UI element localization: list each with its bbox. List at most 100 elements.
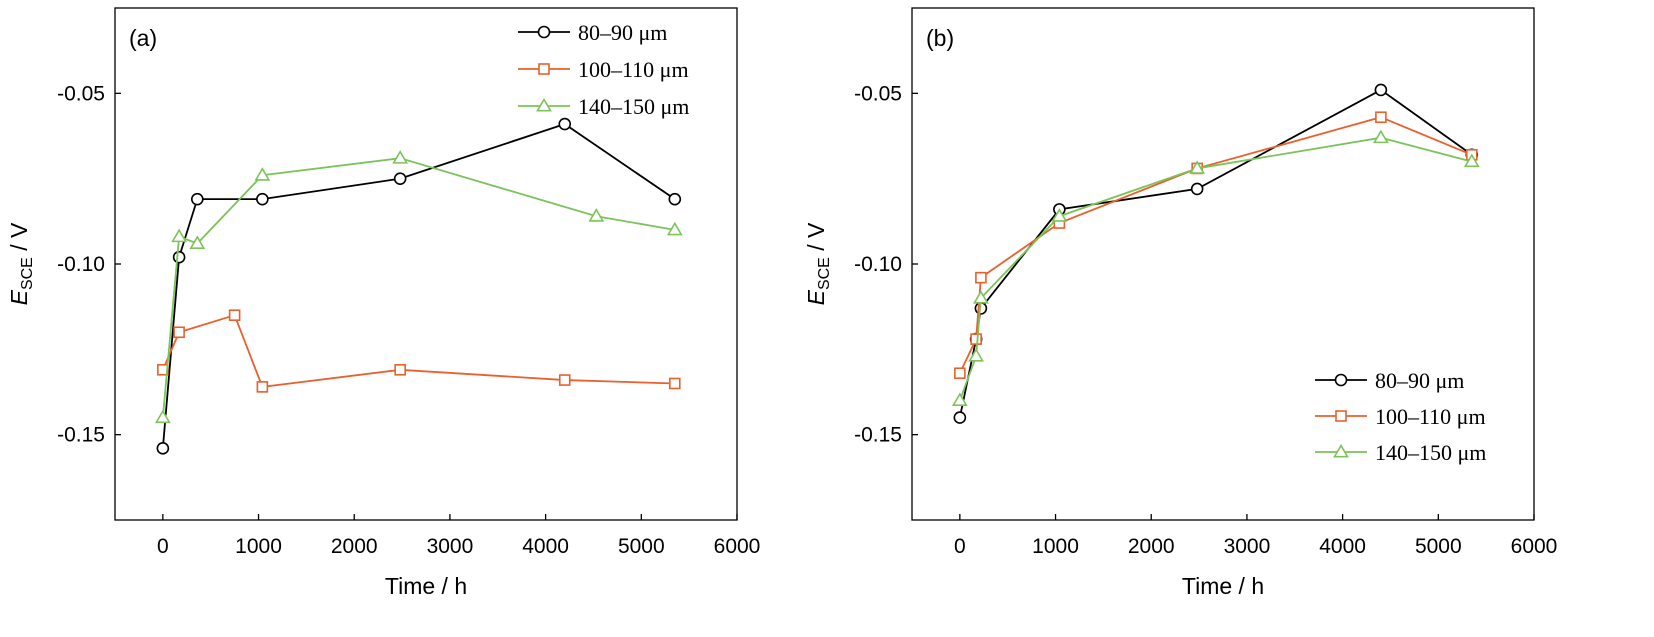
data-point — [1374, 83, 1388, 97]
legend-marker — [538, 63, 550, 75]
data-point — [1190, 182, 1204, 196]
x-tick-label: 3000 — [427, 535, 474, 558]
y-axis-label-sub: SCE — [19, 257, 36, 290]
legend-item: 80–90 μm — [518, 20, 667, 45]
data-point — [392, 150, 409, 164]
y-tick-label: -0.10 — [854, 253, 902, 276]
series-1 — [156, 117, 682, 455]
data-point — [256, 381, 269, 393]
series-3 — [951, 129, 1480, 407]
legend-label: 100–110 μm — [1375, 404, 1486, 429]
y-axis-label-main: E — [6, 289, 32, 305]
data-point — [1051, 208, 1068, 222]
series-line — [959, 116, 1473, 374]
x-tick-label: 4000 — [522, 535, 569, 558]
data-point — [558, 117, 572, 131]
data-point — [970, 333, 982, 345]
plot-frame — [114, 7, 738, 521]
y-tick-label: -0.15 — [57, 424, 105, 447]
data-point — [973, 290, 989, 304]
data-point — [588, 208, 605, 222]
series-line — [161, 157, 675, 418]
series-line — [959, 136, 1473, 401]
series-line — [162, 314, 675, 388]
data-point — [394, 364, 406, 376]
x-axis-label: Time / h — [1182, 573, 1264, 599]
legend-label: 140–150 μm — [578, 94, 689, 119]
x-tick-label: 2000 — [1128, 535, 1175, 558]
data-point — [975, 271, 987, 284]
x-tick-label: 6000 — [714, 535, 761, 558]
legend-label: 140–150 μm — [1375, 440, 1486, 465]
data-point — [666, 221, 683, 236]
data-point — [393, 172, 407, 185]
x-tick-label: 5000 — [618, 535, 665, 558]
data-point — [668, 192, 682, 206]
y-tick-label: -0.15 — [854, 424, 902, 447]
x-tick-label: 0 — [954, 535, 966, 558]
data-point — [228, 309, 241, 322]
data-point — [256, 192, 269, 206]
y-axis-label-unit: / V — [803, 222, 829, 257]
data-point — [1373, 129, 1389, 144]
data-point — [1189, 160, 1206, 174]
data-point — [558, 374, 571, 386]
legend-item: 100–110 μm — [1315, 404, 1486, 429]
legend: 80–90 μm 100–110 μm 140–150 μm — [1315, 368, 1486, 465]
x-tick-label: 3000 — [1224, 535, 1271, 558]
data-point — [954, 367, 966, 380]
legend: 80–90 μm 100–110 μm 140–150 μm — [518, 20, 689, 119]
x-tick-label: 1000 — [1032, 535, 1079, 558]
x-tick-label: 6000 — [1511, 535, 1558, 558]
y-axis-label-unit: / V — [6, 222, 32, 257]
chart-panel-b: 0 1000 2000 3000 4000 5000 6000 -0.05 -0.10 -0.15… — [803, 7, 1558, 599]
y-tick-label: -0.05 — [57, 82, 105, 105]
data-point — [968, 348, 985, 362]
x-axis-label: Time / h — [385, 573, 467, 599]
legend-marker — [1335, 410, 1347, 422]
data-point — [1463, 153, 1480, 168]
data-point — [172, 250, 186, 264]
legend-label: 80–90 μm — [578, 20, 667, 45]
data-point — [156, 442, 170, 455]
series-2 — [954, 111, 1478, 380]
y-tick-label: -0.05 — [854, 82, 902, 105]
legend-item: 140–150 μm — [1315, 440, 1486, 465]
panel-label: (a) — [129, 25, 157, 51]
data-point — [953, 411, 967, 424]
y-axis-label-main: E — [803, 289, 829, 305]
legend-label: 80–90 μm — [1375, 368, 1464, 393]
data-point — [154, 409, 171, 424]
panel-label: (b) — [926, 25, 954, 51]
y-axis-label: ESCE / V — [803, 222, 833, 305]
legend-item: 80–90 μm — [1315, 368, 1464, 393]
legend-marker — [1333, 443, 1349, 458]
series-line — [161, 123, 676, 449]
legend-marker — [1334, 373, 1348, 387]
data-point — [173, 326, 185, 339]
legend-label: 100–110 μm — [578, 57, 689, 82]
x-tick-label: 0 — [157, 535, 169, 558]
series-3 — [154, 150, 683, 424]
legend-item: 140–150 μm — [518, 94, 689, 119]
legend-item: 100–110 μm — [518, 57, 689, 82]
data-point — [190, 192, 204, 206]
x-tick-label: 5000 — [1415, 535, 1462, 558]
y-axis-label-sub: SCE — [816, 257, 833, 290]
data-point — [951, 392, 968, 407]
data-point — [189, 235, 206, 249]
legend-marker — [536, 97, 552, 112]
y-axis-label: ESCE / V — [6, 222, 36, 305]
series-2 — [157, 309, 681, 393]
data-point — [171, 228, 188, 243]
data-point — [668, 377, 681, 390]
y-tick-label: -0.10 — [57, 253, 105, 276]
x-tick-label: 1000 — [235, 535, 282, 558]
legend-marker — [537, 25, 551, 39]
x-tick-label: 4000 — [1319, 535, 1366, 558]
x-tick-label: 2000 — [331, 535, 378, 558]
data-point — [254, 167, 271, 181]
data-point — [1375, 111, 1387, 124]
chart-panel-a: 0 1000 2000 3000 4000 5000 6000 -0.05 -0.10 -0.15… — [6, 7, 761, 599]
